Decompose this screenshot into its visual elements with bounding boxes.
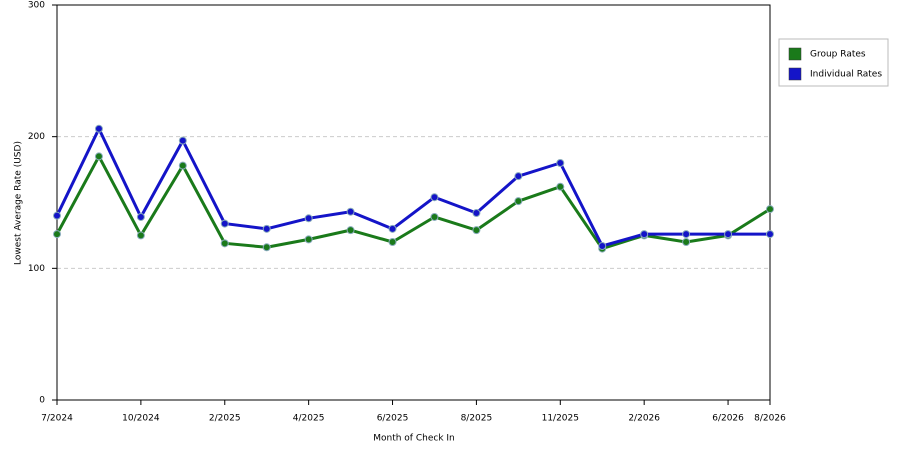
data-point xyxy=(682,230,691,239)
data-point xyxy=(514,197,523,206)
legend-label: Individual Rates xyxy=(810,70,882,80)
data-point xyxy=(640,230,649,239)
data-point xyxy=(346,207,355,216)
legend-swatch xyxy=(788,47,802,61)
data-point xyxy=(262,243,271,252)
data-point xyxy=(220,219,229,228)
series-line xyxy=(55,154,771,251)
x-tick-label: 7/2024 xyxy=(41,414,73,424)
data-point xyxy=(388,238,397,246)
y-tick-label: 300 xyxy=(28,1,45,11)
legend-swatch xyxy=(788,67,802,81)
data-point xyxy=(346,226,355,235)
x-tick-label: 10/2024 xyxy=(122,414,160,424)
data-point xyxy=(766,230,774,239)
data-point xyxy=(472,226,481,235)
y-tick-label: 0 xyxy=(39,396,45,406)
data-point xyxy=(766,205,774,214)
plot-frame xyxy=(56,4,771,401)
data-point xyxy=(136,212,145,221)
y-axis-title: Lowest Average Rate (USD) xyxy=(14,141,24,265)
data-point xyxy=(556,159,565,167)
data-point xyxy=(430,212,439,221)
data-point xyxy=(430,193,439,202)
legend: Group Rates Individual Rates xyxy=(778,38,889,87)
data-point xyxy=(304,235,313,244)
data-point xyxy=(94,124,103,133)
x-tick-label: 6/2025 xyxy=(377,414,409,424)
data-point xyxy=(262,224,271,233)
x-tick-label: 6/2026 xyxy=(712,414,744,424)
x-tick-label: 2/2026 xyxy=(628,414,660,424)
series-line xyxy=(55,127,770,248)
data-point xyxy=(682,238,691,246)
x-axis-title: Month of Check In xyxy=(373,434,455,444)
data-point xyxy=(220,239,229,248)
x-tick-label: 2/2025 xyxy=(209,414,241,424)
x-tick-label: 11/2025 xyxy=(542,414,579,424)
y-tick-label: 100 xyxy=(28,264,45,274)
data-point xyxy=(598,241,607,250)
x-tick-label: 4/2025 xyxy=(293,414,325,424)
data-point xyxy=(178,136,187,145)
data-point xyxy=(514,172,523,181)
data-point xyxy=(178,161,187,170)
data-point xyxy=(304,214,313,223)
data-point xyxy=(556,182,565,191)
data-point xyxy=(472,209,481,218)
data-point xyxy=(53,230,61,239)
data-point xyxy=(94,152,103,161)
legend-label: Group Rates xyxy=(810,50,866,60)
x-tick-label: 8/2025 xyxy=(461,414,493,424)
data-point xyxy=(388,224,397,233)
data-point xyxy=(136,231,145,240)
y-tick-label: 200 xyxy=(28,132,45,142)
data-point xyxy=(724,230,733,239)
x-tick-label: 8/2026 xyxy=(754,414,786,424)
data-point xyxy=(53,211,61,220)
